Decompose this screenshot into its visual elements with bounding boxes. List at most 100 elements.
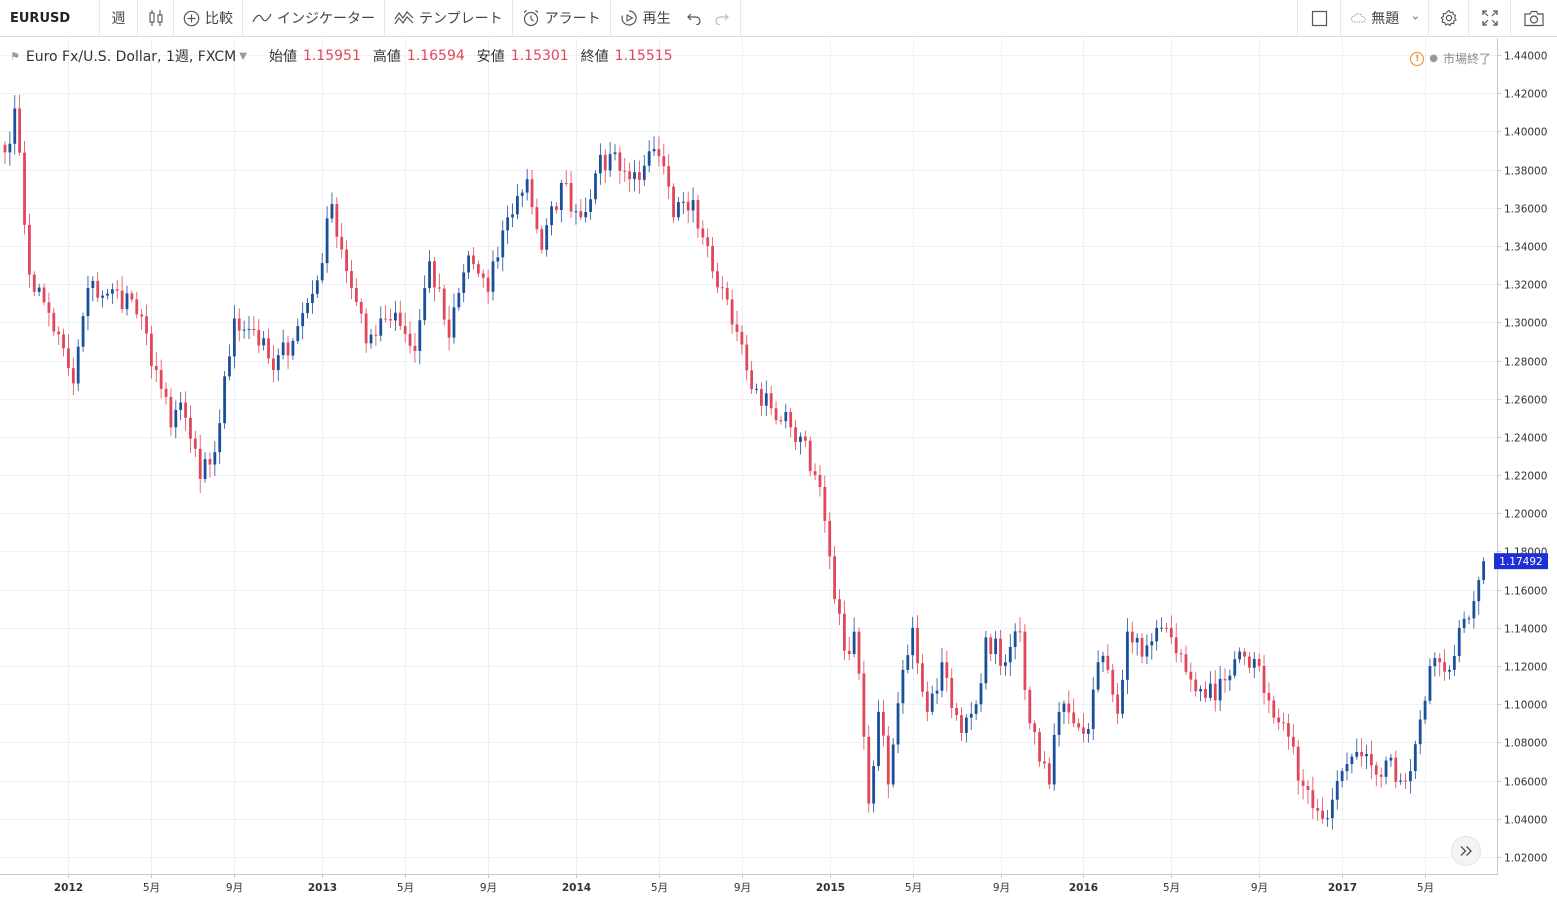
candle-body <box>808 440 812 472</box>
candle-body <box>150 333 153 367</box>
candle-body <box>486 277 490 292</box>
candle-body <box>311 293 314 304</box>
indicators-button[interactable]: インジケーター <box>243 0 385 36</box>
y-tick-label: 1.20000 <box>1504 509 1547 521</box>
x-tick-label: 5月 <box>905 882 922 894</box>
undo-button[interactable] <box>680 0 708 36</box>
symbol-search-button[interactable]: EURUSD <box>0 0 100 36</box>
candle-body <box>1106 655 1110 670</box>
square-layout-icon <box>1311 10 1327 26</box>
x-tick-label: 5月 <box>651 882 668 894</box>
cloud-icon <box>1350 13 1366 23</box>
save-layout-button[interactable]: 無題 <box>1341 0 1429 36</box>
candle-body <box>96 280 100 298</box>
candle-body <box>818 475 822 487</box>
price-axis[interactable]: 1.44000 1.42000 1.40000 1.38000 1.36000 1.340… <box>1497 51 1547 865</box>
candle-body <box>677 202 680 218</box>
candle-body <box>720 287 724 289</box>
candle-body <box>1287 723 1290 737</box>
legend-title[interactable]: Euro Fx/U.S. Dollar, 1週, FXCM <box>25 49 237 65</box>
candle-body <box>1126 631 1129 680</box>
candle-body <box>252 329 256 331</box>
candle-body <box>1184 654 1188 672</box>
candle-body <box>647 151 651 166</box>
alert-button[interactable]: アラート <box>513 0 611 36</box>
candle-body <box>1057 711 1061 735</box>
candle-body <box>457 292 461 308</box>
candle-body <box>423 288 427 321</box>
candle-body <box>1043 761 1046 764</box>
layout-name-label: 無題 <box>1371 11 1400 27</box>
y-tick-label: 1.12000 <box>1504 662 1547 674</box>
candle-body <box>1086 729 1090 734</box>
chart-type-button[interactable] <box>138 0 174 36</box>
candle-body <box>1370 754 1373 766</box>
candle-body <box>1004 662 1007 666</box>
grid-lines <box>0 38 1497 874</box>
candle-body <box>1399 780 1403 782</box>
candle-body <box>1252 658 1256 668</box>
candle-body <box>945 662 949 678</box>
candle-body <box>838 599 841 614</box>
candle-body <box>232 318 236 357</box>
current-price-tag: 1.17492 <box>1494 553 1548 570</box>
candle-body <box>584 211 588 218</box>
compare-button[interactable]: 比較 <box>174 0 243 36</box>
candle-body <box>223 376 226 424</box>
candle-body <box>174 409 178 428</box>
candle-body <box>472 255 475 265</box>
y-tick-label: 1.32000 <box>1504 280 1547 292</box>
high-value: 1.16594 <box>406 48 465 64</box>
select-layout-button[interactable] <box>1297 0 1341 36</box>
candle-body <box>1384 760 1388 777</box>
candle-body <box>857 631 861 674</box>
candle-body <box>691 200 695 211</box>
candle-body <box>257 329 261 346</box>
y-tick-label: 1.34000 <box>1504 242 1547 254</box>
candle-body <box>86 287 90 317</box>
candle-body <box>350 271 353 288</box>
candle-body <box>511 214 514 218</box>
redo-button[interactable] <box>708 0 741 36</box>
flag-icon[interactable]: ⚑ <box>10 49 20 63</box>
candle-body <box>452 307 456 338</box>
candle-body <box>403 325 407 334</box>
candle-body <box>516 195 519 215</box>
candle-body <box>228 356 231 377</box>
warning-icon[interactable]: ! <box>1410 51 1425 66</box>
candle-body <box>1135 637 1139 643</box>
settings-button[interactable] <box>1429 0 1469 36</box>
interval-button[interactable]: 週 <box>100 0 138 36</box>
candle-body <box>1130 631 1134 643</box>
candle-body <box>115 289 119 291</box>
candle-body <box>130 293 134 300</box>
replay-button[interactable]: 再生 <box>611 0 680 36</box>
candle-body <box>1374 765 1378 775</box>
scroll-to-realtime-button[interactable] <box>1451 836 1481 866</box>
candle-body <box>1462 618 1466 628</box>
candle-body <box>42 287 46 303</box>
candle-body <box>1248 656 1251 668</box>
candle-body <box>935 690 939 694</box>
symbol-label: EURUSD <box>10 10 71 26</box>
candle-body <box>730 299 734 325</box>
snapshot-button[interactable] <box>1511 0 1557 36</box>
candle-body <box>52 312 56 332</box>
candle-body <box>1321 810 1324 819</box>
fullscreen-button[interactable] <box>1469 0 1511 36</box>
candle-body <box>696 200 700 229</box>
x-tick-label: 5月 <box>397 882 414 894</box>
time-axis[interactable]: 2012 5月 9月 2013 5月 9月 2014 5月 9月 2015 5月 9月 2016 5月 9月… <box>54 874 1434 894</box>
candle-body <box>964 717 968 733</box>
templates-button[interactable]: テンプレート <box>385 0 513 36</box>
x-tick-label: 5月 <box>1163 882 1180 894</box>
candle-body <box>447 319 451 338</box>
candle-body <box>725 287 729 300</box>
caret-down-icon[interactable]: ▼ <box>239 50 247 62</box>
candle-body <box>1033 723 1037 733</box>
y-tick-label: 1.28000 <box>1504 357 1547 369</box>
candle-body <box>1477 580 1481 602</box>
candle-body <box>1023 631 1027 690</box>
candle-body <box>901 669 905 704</box>
